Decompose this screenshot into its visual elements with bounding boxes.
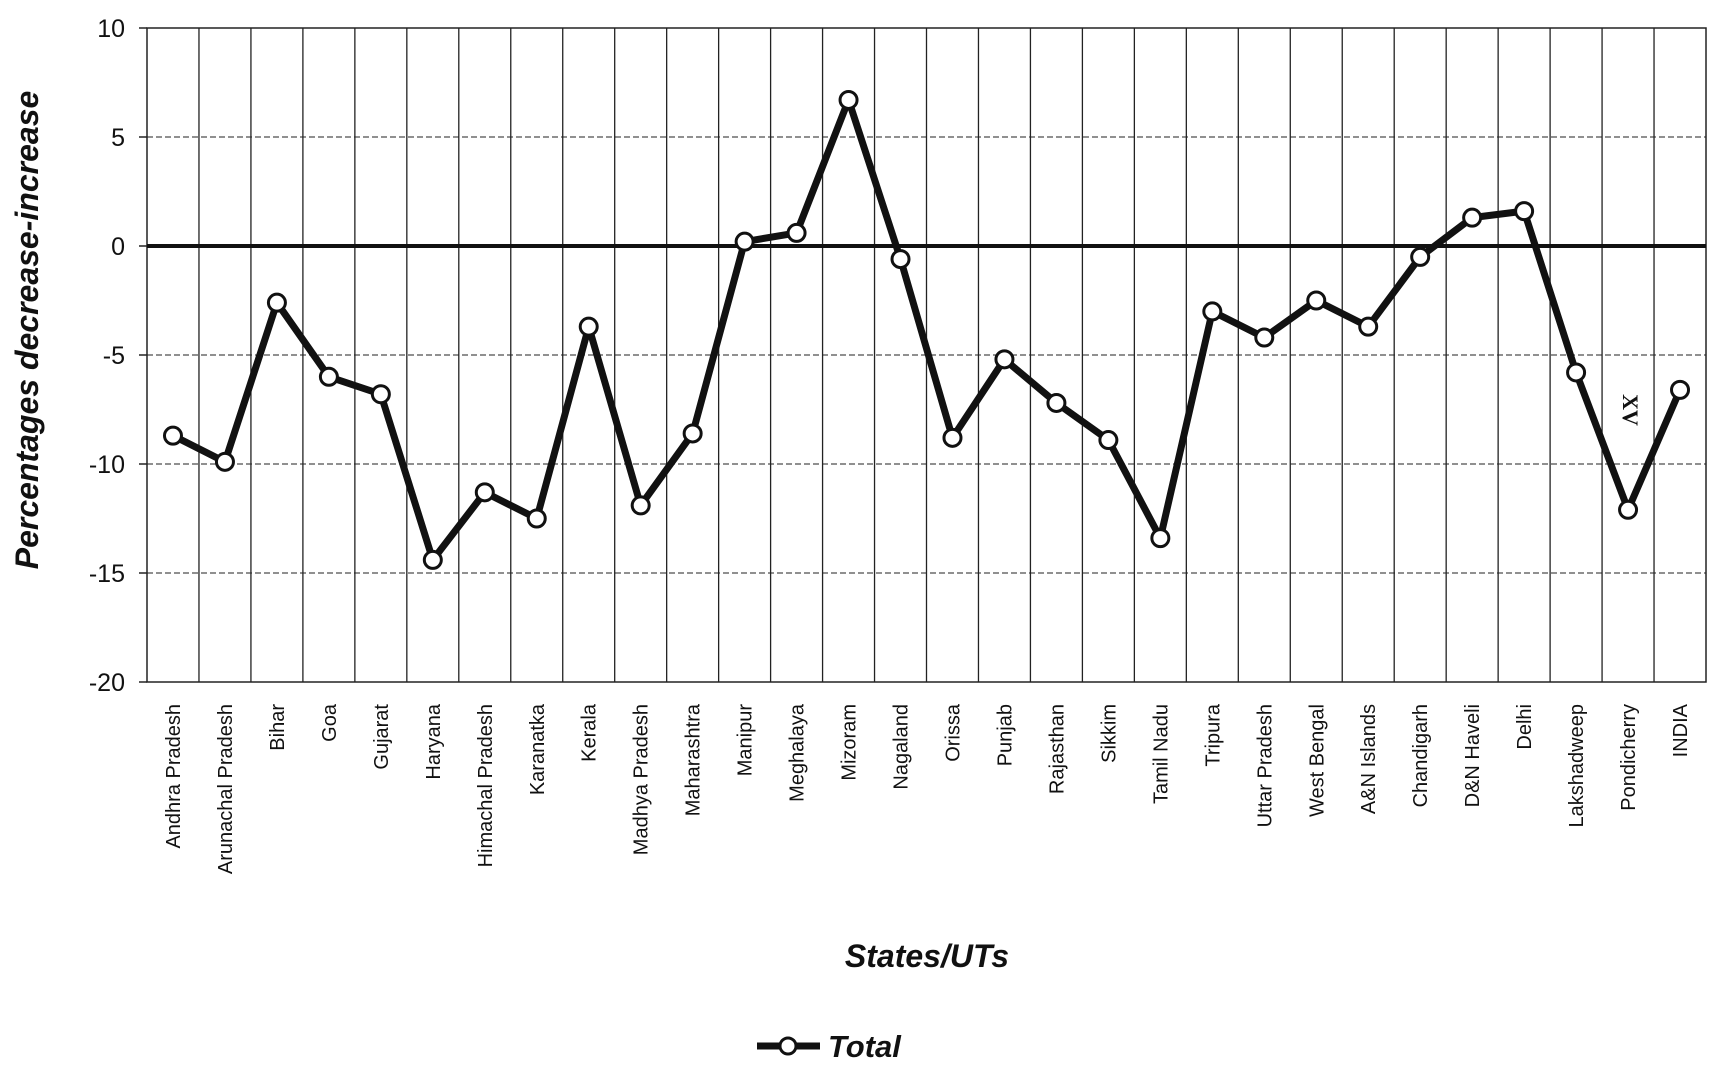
- x-tick-label: Karanatka: [527, 703, 549, 795]
- x-tick-label: Nagaland: [891, 704, 913, 790]
- x-tick-label: Uttar Pradesh: [1254, 704, 1276, 827]
- data-point: [1514, 201, 1535, 222]
- data-point: [838, 89, 859, 110]
- data-point: [266, 292, 287, 313]
- data-point: [474, 482, 495, 503]
- x-tick-label: A&N Islands: [1358, 704, 1380, 814]
- data-point: [682, 423, 703, 444]
- data-point: [1150, 528, 1171, 549]
- legend-marker: [778, 1036, 798, 1056]
- series-total: [162, 89, 1691, 570]
- x-tick-label: Gujarat: [371, 704, 393, 770]
- x-tick-label: Tripura: [1202, 703, 1224, 766]
- series-line-total: [169, 96, 1684, 564]
- data-point: [890, 249, 911, 270]
- legend-label-total: Total: [828, 1029, 902, 1064]
- data-point: [994, 349, 1015, 370]
- data-point: [526, 508, 547, 529]
- x-tick-label: Meghalaya: [787, 703, 809, 802]
- data-point: [1462, 207, 1483, 228]
- data-point: [422, 549, 443, 570]
- x-tick-label: Mizoram: [839, 704, 861, 781]
- x-tick-label: Chandigarh: [1410, 704, 1432, 807]
- x-tick-label: INDIA: [1670, 703, 1692, 757]
- data-point: [1306, 290, 1327, 311]
- x-tick-label: Lakshadweep: [1566, 704, 1588, 827]
- y-tick-label: -5: [103, 342, 125, 370]
- x-tick-label: Punjab: [994, 704, 1016, 766]
- data-point: [578, 316, 599, 337]
- x-tick-label: Sikkim: [1098, 704, 1120, 763]
- x-axis-title: States/UTs: [845, 938, 1009, 974]
- data-point: [1618, 499, 1639, 520]
- data-point: [1358, 316, 1379, 337]
- x-tick-label: Himachal Pradesh: [475, 704, 497, 867]
- x-tick-label: Kerala: [579, 703, 601, 762]
- x-tick-label: D&N Haveli: [1462, 704, 1484, 807]
- y-tick-label: -10: [89, 451, 125, 479]
- x-tick-label: Goa: [319, 703, 341, 742]
- data-point: [318, 366, 339, 387]
- data-point: [1098, 430, 1119, 451]
- x-tick-label: Delhi: [1514, 704, 1536, 750]
- x-tick-label: West Bengal: [1306, 704, 1328, 817]
- y-axis-title: Percentages decrease-increase: [9, 91, 45, 570]
- y-tick-label: 10: [97, 15, 125, 43]
- x-tick-label: Haryana: [423, 703, 445, 779]
- data-point: [630, 495, 651, 516]
- x-tick-label: Tamil Nadu: [1150, 704, 1172, 804]
- data-point: [786, 222, 807, 243]
- annotation-text: XV: [1618, 394, 1643, 426]
- x-tick-label: Bihar: [267, 704, 289, 751]
- x-tick-label: Manipur: [735, 704, 757, 777]
- x-tick-label: Andhra Pradesh: [163, 704, 185, 849]
- data-point: [1410, 246, 1431, 267]
- grid-lines: [147, 28, 1706, 682]
- x-tick-label: Pondicherry: [1618, 704, 1640, 811]
- x-tick-label: Arunachal Pradesh: [215, 704, 237, 874]
- data-point: [942, 427, 963, 448]
- y-tick-label: -20: [89, 669, 125, 697]
- y-tick-label: 0: [111, 233, 125, 261]
- x-tick-label: Maharashtra: [683, 703, 705, 816]
- legend: Total: [757, 1029, 902, 1064]
- data-point: [1670, 379, 1691, 400]
- y-tick-label: -15: [89, 560, 125, 588]
- x-tick-label: Rajasthan: [1046, 704, 1068, 794]
- x-tick-label: Orissa: [942, 703, 964, 762]
- y-tick-label: 5: [111, 124, 125, 152]
- x-tick-label: Madhya Pradesh: [631, 704, 653, 855]
- data-point: [1254, 327, 1275, 348]
- data-point: [1566, 362, 1587, 383]
- data-point: [370, 384, 391, 405]
- x-axis-category-labels: Andhra Pradesh Arunachal Pradesh Bihar Goa G…: [163, 703, 1692, 874]
- data-point: [734, 231, 755, 252]
- data-point: [1046, 392, 1067, 413]
- y-axis-ticks: 10 5 0 -5 -10 -15 -20: [89, 15, 147, 697]
- data-point: [162, 425, 183, 446]
- data-point: [1202, 301, 1223, 322]
- data-point: [214, 451, 235, 472]
